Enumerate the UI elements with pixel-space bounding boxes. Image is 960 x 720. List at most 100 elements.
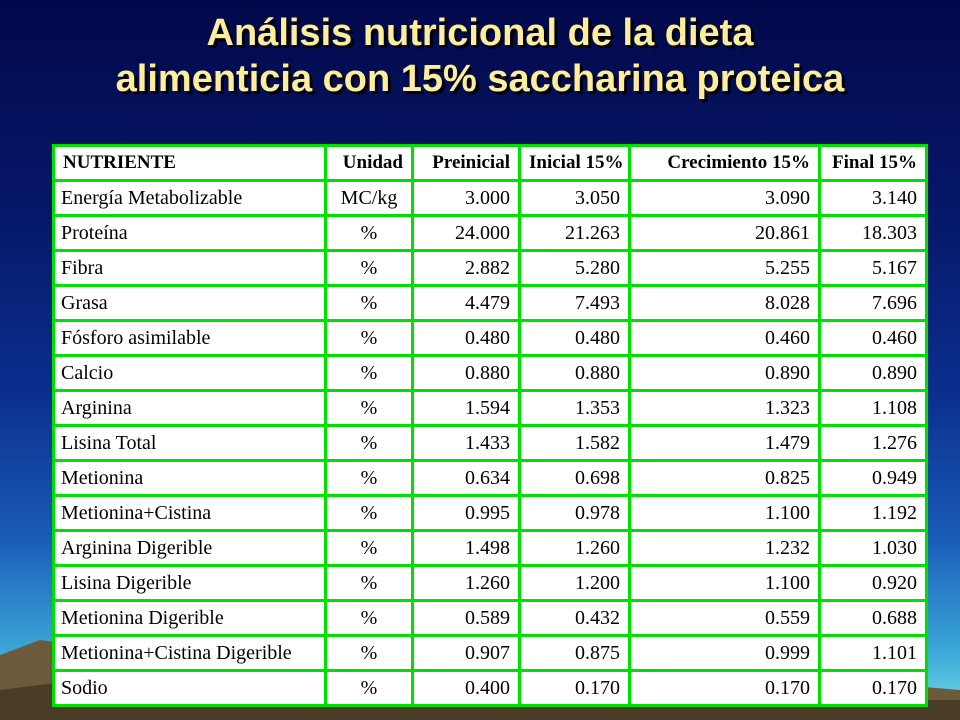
nutrient-name-cell: Metionina+Cistina <box>52 494 327 532</box>
unit-cell: % <box>324 354 414 392</box>
nutrient-name-cell: Energía Metabolizable <box>52 179 327 217</box>
value-cell: 0.890 <box>628 354 821 392</box>
unit-cell: % <box>324 669 414 707</box>
value-cell: 1.433 <box>411 424 521 462</box>
table-row: Arginina Digerible% 1.498 1.260 1.232 1.030 <box>52 529 928 567</box>
value-cell: 8.028 <box>628 284 821 322</box>
value-cell: 1.100 <box>628 564 821 602</box>
unit-cell: % <box>324 319 414 357</box>
value-cell: 0.559 <box>628 599 821 637</box>
table-row: Lisina Total% 1.433 1.582 1.479 1.276 <box>52 424 928 462</box>
value-cell: 1.108 <box>818 389 928 427</box>
column-header: Crecimiento 15% <box>628 144 821 182</box>
value-cell: 3.090 <box>628 179 821 217</box>
unit-cell: % <box>324 564 414 602</box>
value-cell: 20.861 <box>628 214 821 252</box>
table-row: Metionina+Cistina Digerible% 0.907 0.875 0.… <box>52 634 928 672</box>
value-cell: 0.825 <box>628 459 821 497</box>
unit-cell: % <box>324 424 414 462</box>
nutrient-name-cell: Metionina+Cistina Digerible <box>52 634 327 672</box>
value-cell: 1.200 <box>518 564 631 602</box>
value-cell: 0.875 <box>518 634 631 672</box>
nutrient-name-cell: Fósforo asimilable <box>52 319 327 357</box>
value-cell: 0.880 <box>518 354 631 392</box>
value-cell: 0.907 <box>411 634 521 672</box>
value-cell: 0.480 <box>411 319 521 357</box>
nutrient-name-cell: Metionina <box>52 459 327 497</box>
nutrient-name-cell: Proteína <box>52 214 327 252</box>
value-cell: 1.276 <box>818 424 928 462</box>
value-cell: 0.688 <box>818 599 928 637</box>
value-cell: 0.170 <box>818 669 928 707</box>
nutrient-name-cell: Lisina Digerible <box>52 564 327 602</box>
value-cell: 21.263 <box>518 214 631 252</box>
value-cell: 0.698 <box>518 459 631 497</box>
value-cell: 1.594 <box>411 389 521 427</box>
table-body: Energía Metabolizable MC/kg 3.000 3.050 3.09… <box>52 179 928 707</box>
unit-cell: % <box>324 599 414 637</box>
table-row: Arginina% 1.594 1.353 1.323 1.108 <box>52 389 928 427</box>
nutrient-name-cell: Fibra <box>52 249 327 287</box>
value-cell: 1.260 <box>518 529 631 567</box>
value-cell: 0.589 <box>411 599 521 637</box>
unit-cell: MC/kg <box>324 179 414 217</box>
value-cell: 0.890 <box>818 354 928 392</box>
value-cell: 1.323 <box>628 389 821 427</box>
value-cell: 7.696 <box>818 284 928 322</box>
value-cell: 1.498 <box>411 529 521 567</box>
value-cell: 0.400 <box>411 669 521 707</box>
nutrition-table: NUTRIENTE Unidad Preinicial Inicial 15% Crec… <box>52 144 928 707</box>
value-cell: 0.460 <box>628 319 821 357</box>
value-cell: 0.999 <box>628 634 821 672</box>
value-cell: 5.255 <box>628 249 821 287</box>
title-line-2: alimenticia con 15% saccharina proteica <box>115 58 845 100</box>
unit-cell: % <box>324 214 414 252</box>
value-cell: 0.949 <box>818 459 928 497</box>
nutrient-name-cell: Arginina <box>52 389 327 427</box>
table-row: Proteína% 24.000 21.263 20.861 18.303 <box>52 214 928 252</box>
table-row: Sodio% 0.400 0.170 0.170 0.170 <box>52 669 928 707</box>
column-header: Inicial 15% <box>518 144 631 182</box>
unit-cell: % <box>324 529 414 567</box>
value-cell: 1.479 <box>628 424 821 462</box>
unit-cell: % <box>324 249 414 287</box>
table-row: Calcio% 0.880 0.880 0.890 0.890 <box>52 354 928 392</box>
table-row: Metionina+Cistina% 0.995 0.978 1.100 1.192 <box>52 494 928 532</box>
value-cell: 3.050 <box>518 179 631 217</box>
table-row: Lisina Digerible% 1.260 1.200 1.100 0.920 <box>52 564 928 602</box>
table-row: Metionina% 0.634 0.698 0.825 0.949 <box>52 459 928 497</box>
value-cell: 24.000 <box>411 214 521 252</box>
table-row: Fósforo asimilable% 0.480 0.480 0.460 0.460 <box>52 319 928 357</box>
value-cell: 2.882 <box>411 249 521 287</box>
value-cell: 5.167 <box>818 249 928 287</box>
nutrient-name-cell: Sodio <box>52 669 327 707</box>
nutrient-name-cell: Metionina Digerible <box>52 599 327 637</box>
unit-cell: % <box>324 634 414 672</box>
value-cell: 1.232 <box>628 529 821 567</box>
value-cell: 0.460 <box>818 319 928 357</box>
value-cell: 0.978 <box>518 494 631 532</box>
value-cell: 0.480 <box>518 319 631 357</box>
value-cell: 4.479 <box>411 284 521 322</box>
value-cell: 1.101 <box>818 634 928 672</box>
table-header-row: NUTRIENTE Unidad Preinicial Inicial 15% Crec… <box>52 144 928 182</box>
column-header: Preinicial <box>411 144 521 182</box>
table-row: Metionina Digerible% 0.589 0.432 0.559 0.688 <box>52 599 928 637</box>
value-cell: 0.920 <box>818 564 928 602</box>
value-cell: 3.000 <box>411 179 521 217</box>
unit-cell: % <box>324 389 414 427</box>
slide-title: Análisis nutricional de la dieta aliment… <box>0 10 960 102</box>
nutrient-name-cell: Lisina Total <box>52 424 327 462</box>
column-header: Final 15% <box>818 144 928 182</box>
value-cell: 0.170 <box>518 669 631 707</box>
column-header: NUTRIENTE <box>52 144 327 182</box>
value-cell: 7.493 <box>518 284 631 322</box>
value-cell: 1.030 <box>818 529 928 567</box>
value-cell: 0.880 <box>411 354 521 392</box>
title-line-1: Análisis nutricional de la dieta <box>206 12 754 54</box>
nutrient-name-cell: Arginina Digerible <box>52 529 327 567</box>
value-cell: 5.280 <box>518 249 631 287</box>
value-cell: 1.192 <box>818 494 928 532</box>
table-row: Energía Metabolizable MC/kg 3.000 3.050 3.09… <box>52 179 928 217</box>
value-cell: 0.432 <box>518 599 631 637</box>
